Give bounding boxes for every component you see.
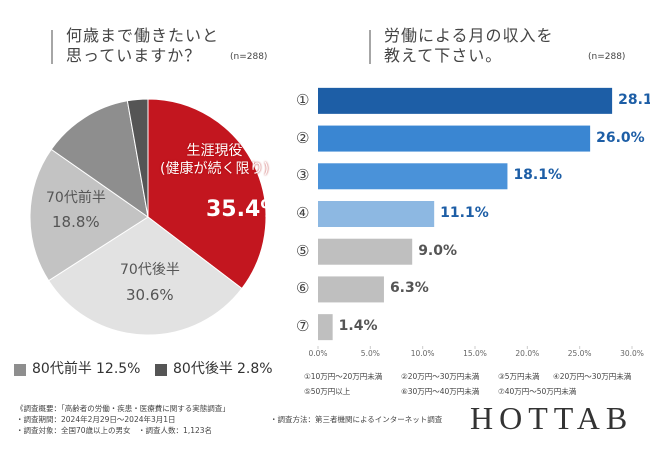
x-tick-label: 30.0% [620,349,644,358]
pie-note: (n=288) [230,52,268,62]
pie-slice [147,98,267,290]
pie-slice [126,98,149,218]
value-label: 9.0% [418,242,458,259]
category-label: ① [296,90,310,109]
legend-name: 80代後半 [173,361,233,377]
slice-value: 30.6% [126,286,174,304]
legend-value: 2.8% [237,361,273,377]
category-description: ②20万円～30万円未満 [401,372,480,381]
category-description: ⑥30万円～40万円未満 [401,387,480,396]
bar [318,314,333,341]
value-label: 18.1% [513,167,563,184]
pie-slice [47,216,243,336]
legend-swatch [14,364,26,376]
bar-title: 労働による月の収入を 教えて下さい。 [384,26,554,65]
bar [318,163,508,190]
slice-value: 18.8% [52,213,100,231]
slice-name: 70代後半 [120,262,180,278]
footnote: ・調査対象：全国70歳以上の男女 ・調査人数：1,123名 [16,426,213,435]
brand: HOTTAB [470,400,634,436]
value-label: 11.1% [440,205,489,221]
value-label: 28.1% [618,91,650,108]
category-description: ③5万円未満 [498,372,540,381]
footnote: ・調査方法：第三者機関によるインターネット調査 [270,415,443,424]
category-description: ⑦40万円～50万円未満 [498,387,577,396]
value-label: 26.0% [596,129,645,146]
slice-value: 35.4% [206,197,283,222]
footnote: ・調査期間：2024年2月29日～2024年3月1日 [16,415,176,424]
category-label: ⑦ [296,317,310,336]
category-description: ①10万円～20万円未満 [304,372,383,381]
pie-title: 何歳まで働きたいと 思っていますか？ [66,26,220,65]
bar [318,87,613,114]
pie-slice [29,148,149,282]
category-label: ⑤ [296,241,310,260]
value-label: 6.3% [389,280,429,297]
category-label: ② [296,128,310,147]
slice-name: 生涯現役 (健康が続く限り) [160,143,269,177]
bar [318,276,384,303]
pie-slice [50,100,149,219]
slice-name: 70代前半 [46,190,106,206]
category-description: ⑤50万円以上 [304,387,351,396]
x-tick-label: 10.0% [410,349,435,358]
x-tick-label: 25.0% [567,349,592,358]
x-tick-label: 5.0% [360,349,380,358]
footnote: 《調査概要：「高齢者の労働・疾患・医療費に関する実態調査」 [16,404,230,413]
bar-note: (n=288) [588,52,626,62]
value-label: 1.4% [338,318,378,335]
bar [318,238,413,265]
category-description: ④20万円～30万円未満 [553,372,632,381]
x-tick-label: 0.0% [308,349,328,358]
category-label: ④ [296,204,310,222]
category-label: ⑥ [296,279,310,298]
x-tick-label: 15.0% [463,349,487,358]
legend-value: 12.5% [96,361,141,377]
legend-name: 80代前半 [32,361,92,377]
legend-swatch [155,364,167,376]
category-label: ③ [296,166,310,185]
bar [318,125,591,152]
bar [318,201,435,227]
x-tick-label: 20.0% [515,349,540,358]
